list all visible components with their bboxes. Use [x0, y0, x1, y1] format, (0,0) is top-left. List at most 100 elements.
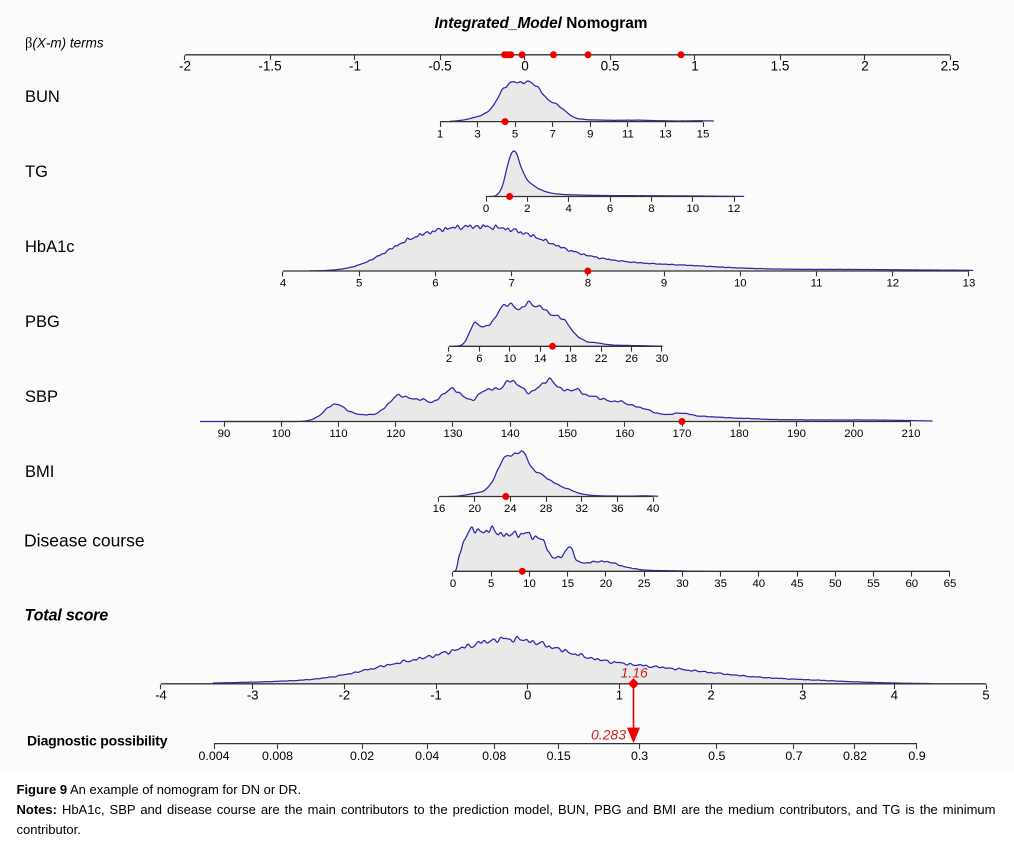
svg-text:12: 12 — [886, 278, 899, 290]
svg-text:7: 7 — [509, 278, 515, 290]
svg-text:3: 3 — [799, 688, 806, 703]
svg-text:2: 2 — [446, 353, 452, 365]
svg-text:0: 0 — [483, 203, 489, 215]
svg-text:20: 20 — [600, 578, 613, 590]
svg-text:180: 180 — [730, 428, 749, 440]
svg-text:5: 5 — [512, 128, 518, 140]
svg-text:0.15: 0.15 — [547, 749, 571, 763]
svg-text:5: 5 — [488, 578, 494, 590]
svg-text:5: 5 — [982, 688, 989, 703]
svg-text:Disease course: Disease course — [24, 531, 145, 551]
svg-text:β(X-m) terms: β(X-m) terms — [25, 36, 104, 52]
svg-text:110: 110 — [329, 428, 347, 440]
svg-text:0.283: 0.283 — [591, 726, 626, 742]
svg-text:4: 4 — [566, 203, 572, 215]
svg-text:10: 10 — [523, 578, 536, 590]
svg-text:120: 120 — [386, 428, 405, 440]
svg-text:25: 25 — [638, 578, 651, 590]
svg-text:-4: -4 — [155, 688, 167, 703]
svg-text:-1: -1 — [430, 688, 442, 703]
svg-text:4: 4 — [280, 278, 286, 290]
svg-text:1.16: 1.16 — [621, 665, 648, 681]
svg-text:30: 30 — [676, 578, 689, 590]
svg-text:0.008: 0.008 — [262, 749, 293, 763]
svg-text:-3: -3 — [247, 688, 259, 703]
svg-text:Diagnostic possibility: Diagnostic possibility — [27, 733, 168, 749]
svg-text:2: 2 — [707, 688, 714, 703]
svg-text:140: 140 — [501, 428, 520, 440]
svg-text:16: 16 — [433, 503, 446, 515]
svg-text:28: 28 — [540, 503, 553, 515]
svg-text:1.5: 1.5 — [771, 59, 790, 74]
svg-text:200: 200 — [844, 428, 863, 440]
svg-text:40: 40 — [752, 578, 765, 590]
svg-text:12: 12 — [728, 203, 741, 215]
svg-text:2: 2 — [861, 59, 869, 74]
svg-text:0.5: 0.5 — [708, 749, 725, 763]
svg-text:TG: TG — [25, 163, 48, 181]
svg-text:2.5: 2.5 — [941, 59, 960, 74]
svg-text:10: 10 — [504, 353, 517, 365]
svg-text:190: 190 — [787, 428, 806, 440]
svg-text:1: 1 — [691, 59, 699, 74]
svg-text:-1.5: -1.5 — [258, 59, 281, 74]
svg-text:-0.5: -0.5 — [428, 59, 451, 74]
svg-text:100: 100 — [272, 428, 291, 440]
svg-text:0.82: 0.82 — [843, 749, 867, 763]
svg-text:Integrated_Model Nomogram: Integrated_Model Nomogram — [435, 15, 648, 32]
svg-text:PBG: PBG — [25, 313, 60, 331]
svg-text:0.9: 0.9 — [908, 749, 925, 763]
svg-text:3: 3 — [474, 128, 480, 140]
svg-text:11: 11 — [811, 278, 823, 290]
svg-text:13: 13 — [659, 128, 672, 140]
svg-text:-1: -1 — [349, 59, 361, 74]
svg-text:65: 65 — [944, 578, 957, 590]
svg-text:5: 5 — [356, 278, 362, 290]
svg-text:1: 1 — [616, 688, 623, 703]
svg-text:BUN: BUN — [25, 88, 60, 106]
svg-text:14: 14 — [534, 353, 547, 365]
svg-text:9: 9 — [587, 128, 593, 140]
svg-text:1: 1 — [437, 128, 443, 140]
svg-text:45: 45 — [791, 578, 804, 590]
svg-text:4: 4 — [891, 688, 898, 703]
svg-text:9: 9 — [661, 278, 667, 290]
svg-text:26: 26 — [625, 353, 638, 365]
svg-text:15: 15 — [697, 128, 710, 140]
svg-text:30: 30 — [656, 353, 669, 365]
svg-text:HbA1c: HbA1c — [25, 238, 75, 256]
svg-text:32: 32 — [575, 503, 588, 515]
svg-text:13: 13 — [963, 278, 976, 290]
svg-text:15: 15 — [561, 578, 574, 590]
svg-text:-2: -2 — [179, 59, 191, 74]
svg-text:0: 0 — [450, 578, 456, 590]
svg-text:170: 170 — [672, 428, 691, 440]
svg-text:130: 130 — [443, 428, 462, 440]
svg-text:0: 0 — [524, 688, 531, 703]
svg-text:60: 60 — [905, 578, 918, 590]
svg-text:20: 20 — [468, 503, 481, 515]
svg-text:210: 210 — [901, 428, 920, 440]
svg-text:150: 150 — [558, 428, 577, 440]
svg-text:36: 36 — [611, 503, 624, 515]
svg-text:Total score: Total score — [25, 607, 109, 625]
svg-text:0.5: 0.5 — [601, 59, 620, 74]
svg-text:BMI: BMI — [25, 463, 54, 481]
svg-text:55: 55 — [867, 578, 880, 590]
svg-text:35: 35 — [714, 578, 727, 590]
svg-text:SBP: SBP — [25, 388, 58, 406]
svg-text:90: 90 — [218, 428, 231, 440]
svg-text:40: 40 — [647, 503, 660, 515]
svg-text:6: 6 — [476, 353, 482, 365]
svg-text:18: 18 — [564, 353, 577, 365]
svg-text:0.7: 0.7 — [785, 749, 802, 763]
svg-text:0.02: 0.02 — [350, 749, 374, 763]
svg-text:50: 50 — [829, 578, 842, 590]
svg-text:22: 22 — [595, 353, 608, 365]
svg-text:-2: -2 — [339, 688, 351, 703]
svg-text:8: 8 — [585, 278, 591, 290]
svg-text:0: 0 — [521, 59, 529, 74]
svg-text:6: 6 — [607, 203, 613, 215]
svg-text:8: 8 — [648, 203, 654, 215]
svg-text:7: 7 — [550, 128, 556, 140]
